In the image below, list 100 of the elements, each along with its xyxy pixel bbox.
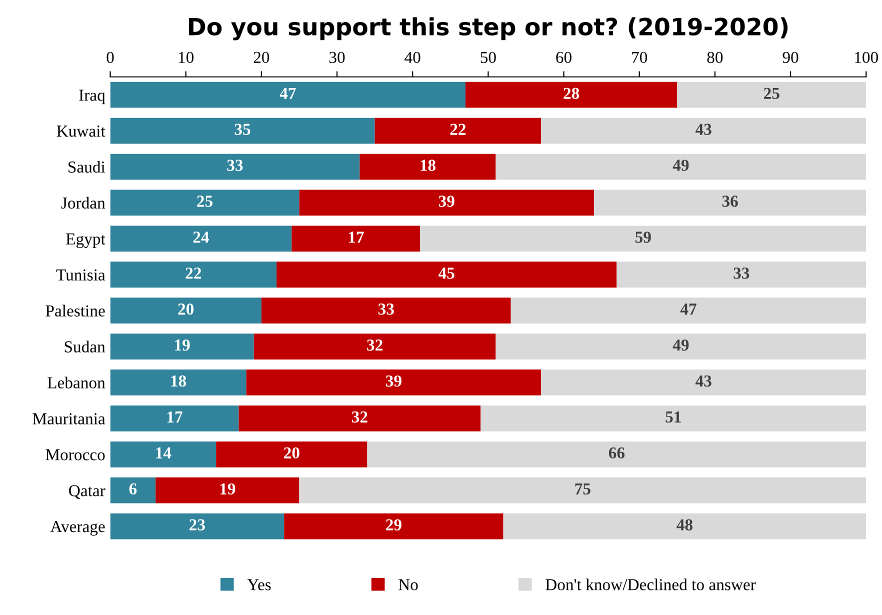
data-label: 39 xyxy=(438,196,454,207)
data-label: 20 xyxy=(178,304,194,315)
data-label: 28 xyxy=(564,88,580,100)
data-label: 33 xyxy=(378,304,394,315)
x-tick-label: 20 xyxy=(254,52,270,64)
bar xyxy=(299,190,594,216)
bar xyxy=(110,334,254,360)
bar xyxy=(360,154,496,180)
data-label: 24 xyxy=(193,232,209,243)
data-label: 45 xyxy=(438,268,454,279)
bar xyxy=(246,370,542,396)
data-label: 66 xyxy=(608,447,625,459)
data-label: 19 xyxy=(175,340,190,351)
data-label: 49 xyxy=(672,340,689,351)
bar xyxy=(110,441,216,468)
y-tick-label: Morocco xyxy=(46,449,105,460)
y-tick-label: Sudan xyxy=(64,340,106,352)
data-label: 17 xyxy=(168,411,182,422)
x-tick-label: 40 xyxy=(404,52,420,64)
bar xyxy=(110,82,466,108)
data-label: 22 xyxy=(186,268,202,279)
bar xyxy=(510,298,866,324)
data-label: 33 xyxy=(227,160,243,171)
bar xyxy=(284,513,504,540)
bar xyxy=(503,513,866,540)
data-label: 20 xyxy=(284,447,300,459)
bar xyxy=(292,226,420,252)
bar xyxy=(374,118,542,144)
bar xyxy=(110,370,246,396)
bar xyxy=(677,82,866,108)
bar xyxy=(110,513,284,540)
y-tick-label: Kuwait xyxy=(56,126,106,137)
bar xyxy=(110,154,360,180)
data-label: 17 xyxy=(348,232,364,243)
data-label: 19 xyxy=(220,483,236,495)
bar xyxy=(367,441,866,468)
x-tick-label: 100 xyxy=(855,52,878,64)
y-tick-label: Iraq xyxy=(79,90,106,104)
data-label: 43 xyxy=(696,375,712,387)
x-tick-label: 50 xyxy=(480,52,496,64)
data-label: 32 xyxy=(352,411,368,423)
data-label: 47 xyxy=(680,304,696,315)
y-tick-label: Average xyxy=(50,521,105,536)
data-label: 18 xyxy=(420,160,436,171)
bar xyxy=(420,226,866,252)
bar xyxy=(299,477,866,504)
data-label: 51 xyxy=(666,411,681,423)
bar xyxy=(496,154,866,180)
y-tick-label: Lebanon xyxy=(48,376,106,388)
data-label: 35 xyxy=(234,124,250,135)
data-label: 48 xyxy=(676,519,692,530)
bar xyxy=(110,477,156,504)
data-label: 39 xyxy=(386,375,402,387)
y-tick-label: Jordan xyxy=(61,196,106,209)
data-label: 75 xyxy=(575,483,590,495)
y-tick-label: Tunisia xyxy=(56,269,106,281)
y-tick-label: Egypt xyxy=(66,234,106,248)
bar xyxy=(156,477,300,504)
data-label: 22 xyxy=(450,124,466,135)
bar xyxy=(110,118,375,144)
x-tick-label: 60 xyxy=(556,52,572,64)
bar xyxy=(594,190,866,216)
legend-label: Yes xyxy=(247,579,271,590)
bar xyxy=(466,82,678,108)
data-label: 43 xyxy=(696,124,712,135)
x-tick-label: 10 xyxy=(178,52,194,64)
x-tick-label: 0 xyxy=(106,52,114,64)
bar xyxy=(276,262,617,288)
bar xyxy=(110,298,262,324)
bar xyxy=(110,262,277,288)
data-label: 59 xyxy=(635,232,651,243)
x-tick-label: 90 xyxy=(782,52,798,64)
data-label: 25 xyxy=(197,196,212,207)
data-label: 23 xyxy=(190,519,205,530)
bar xyxy=(238,405,481,432)
bar xyxy=(110,190,300,216)
y-tick-label: Qatar xyxy=(69,485,106,499)
data-label: 6 xyxy=(129,483,137,495)
data-label: 14 xyxy=(156,447,172,458)
bar xyxy=(616,262,866,288)
x-tick-label: 30 xyxy=(329,52,345,64)
data-label: 25 xyxy=(764,88,780,100)
legend-label: No xyxy=(398,579,418,590)
x-tick-label: 70 xyxy=(632,52,648,64)
bar xyxy=(216,441,368,468)
bar xyxy=(110,226,292,252)
data-label: 47 xyxy=(280,88,296,99)
bar xyxy=(541,370,866,396)
legend-label: Don't know/Declined to answer xyxy=(546,578,756,590)
bar xyxy=(254,334,496,360)
data-label: 29 xyxy=(386,519,402,530)
data-label: 36 xyxy=(722,196,738,207)
y-tick-label: Saudi xyxy=(68,160,106,173)
data-label: 32 xyxy=(367,340,382,351)
chart-title: Do you support this step or not? (2019-2020) xyxy=(188,17,788,40)
x-tick-label: 80 xyxy=(707,52,723,64)
data-label: 49 xyxy=(672,160,689,171)
bar xyxy=(496,334,866,360)
bar xyxy=(541,118,866,144)
y-tick-label: Palestine xyxy=(46,304,105,317)
